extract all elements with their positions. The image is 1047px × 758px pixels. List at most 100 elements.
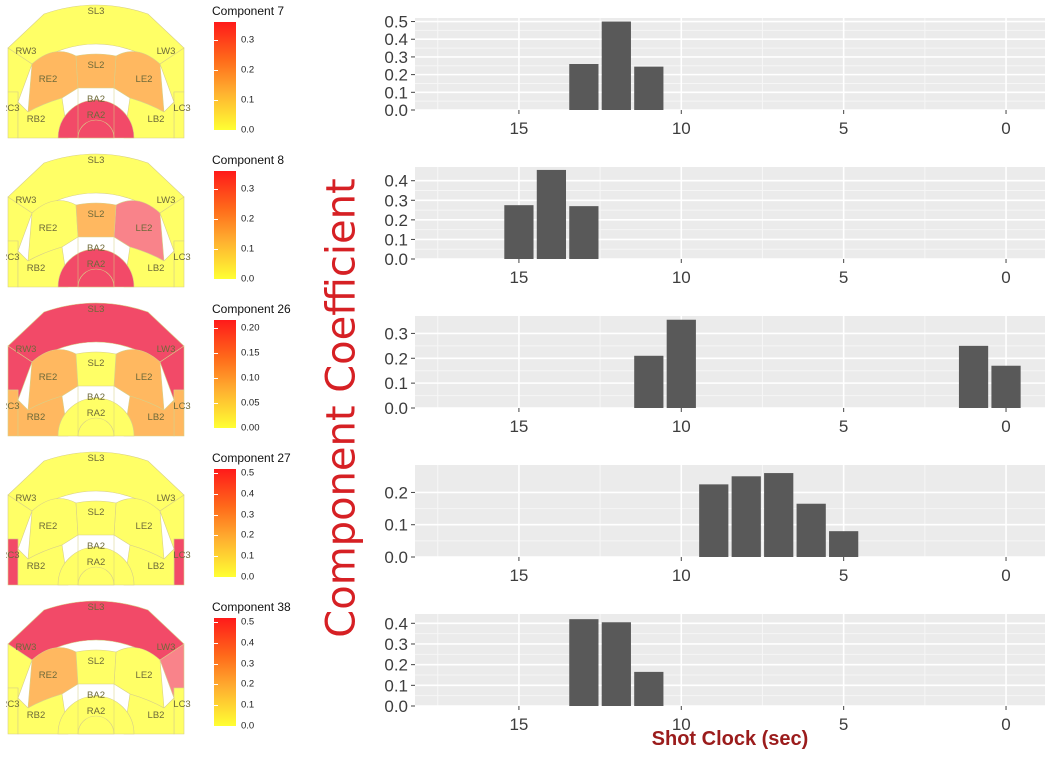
legend-tick-label: 0.2 — [241, 678, 255, 690]
plot-background — [415, 316, 1045, 408]
legend-tick-label: 0.15 — [241, 347, 260, 359]
y-tick-label: 0.2 — [384, 483, 408, 502]
legend-tick-label: 0.3 — [241, 183, 255, 195]
bar — [991, 365, 1021, 408]
court-zone-label: BA2 — [87, 94, 105, 105]
y-axis-title-wrap: Component Coefficient — [312, 173, 372, 643]
legend-title: Component 8 — [212, 153, 285, 167]
court-zone-label: SL3 — [88, 602, 105, 613]
bar — [569, 64, 599, 110]
plot-background — [415, 614, 1045, 706]
court-zone-label: RW3 — [16, 195, 37, 206]
bar — [601, 21, 631, 111]
panel-row: SL3 RW3 LW3 SL2 RE2 LE2 BA2 RA2 RC3 RB2 LB2 LC3 Comp… — [0, 153, 1047, 303]
x-tick-label: 15 — [509, 715, 528, 734]
legend-tick-mark — [214, 577, 218, 578]
court-zone-label: RA2 — [87, 259, 105, 270]
legend-tick-mark — [214, 642, 218, 644]
court-zone-rc3 — [7, 389, 19, 437]
court-zone-ba2 — [57, 248, 135, 288]
legend-tick-mark — [214, 514, 218, 516]
legend-gradient — [214, 171, 236, 279]
legend-tick-mark — [214, 377, 218, 379]
court-zone-label: BA2 — [87, 690, 105, 701]
court-zone-ba2 — [57, 546, 135, 586]
y-tick-label: 0.1 — [384, 374, 408, 393]
court-heatmap: SL3 RW3 LW3 SL2 RE2 LE2 BA2 RA2 RC3 RB2 LB2 LC3 — [6, 600, 191, 735]
legend-tick-mark — [214, 70, 218, 71]
y-tick-label: 0.1 — [384, 676, 408, 695]
x-tick-label: 5 — [839, 715, 848, 734]
y-tick-label: 0.2 — [384, 656, 408, 675]
y-tick-label: 0.1 — [384, 516, 408, 535]
y-tick-label: 0.2 — [384, 66, 408, 85]
legend-tick-mark — [214, 279, 218, 280]
legend-tick-mark — [214, 219, 218, 220]
legend-tick-label: 0.3 — [241, 658, 255, 670]
legend-tick-mark — [214, 705, 218, 707]
court-zone-label: SL3 — [88, 453, 105, 464]
court-zone-rc3 — [7, 91, 19, 139]
legend-tick-mark — [214, 100, 218, 101]
court-zone-label: BA2 — [87, 392, 105, 403]
court-zone-label: RW3 — [16, 642, 37, 653]
court-zone-label: BA2 — [87, 541, 105, 552]
court-zone-ba2 — [57, 695, 135, 735]
court-zone-label: RE2 — [39, 372, 57, 383]
court-zone-label: SL2 — [88, 507, 105, 518]
court-zone-label: LW3 — [157, 344, 176, 355]
x-tick-label: 15 — [509, 268, 528, 287]
x-tick-label: 0 — [1001, 566, 1010, 585]
court-zone-rc3 — [7, 538, 19, 586]
court-heatmap: SL3 RW3 LW3 SL2 RE2 LE2 BA2 RA2 RC3 RB2 LB2 LC3 — [6, 4, 191, 139]
court-zone-rc3 — [7, 240, 19, 288]
y-tick-label: 0.0 — [384, 697, 408, 716]
bar — [634, 671, 664, 706]
bar — [829, 531, 859, 557]
y-tick-label: 0.3 — [384, 324, 408, 343]
court-zone-ra2 — [77, 268, 115, 288]
plot-background — [415, 18, 1045, 110]
x-tick-label: 10 — [672, 566, 691, 585]
court-zone-ba2 — [57, 99, 135, 139]
color-legend: Component 8 0.0 0.1 0.2 0.3 — [206, 153, 326, 293]
court-zone-label: LE2 — [136, 521, 153, 532]
y-tick-label: 0.4 — [384, 614, 408, 633]
legend-tick-label: 0.0 — [241, 720, 255, 732]
court-lines — [77, 237, 115, 287]
court-zone-lc3 — [173, 91, 185, 139]
color-legend: Component 26 0.00 0.05 0.10 0.15 0.20 — [206, 302, 326, 442]
legend-tick-label: 0.0 — [241, 124, 255, 136]
legend-tick-label: 0.2 — [241, 213, 255, 225]
court-zone-label: LC3 — [173, 252, 190, 263]
bar — [569, 619, 599, 706]
court-lines — [77, 535, 115, 585]
panel-row: SL3 RW3 LW3 SL2 RE2 LE2 BA2 RA2 RC3 RB2 LB2 LC3 Comp… — [0, 451, 1047, 601]
legend-gradient — [214, 320, 236, 428]
legend-tick-label: 0.1 — [241, 699, 255, 711]
legend-gradient — [214, 469, 236, 577]
court-zone-label: LW3 — [157, 195, 176, 206]
bar-chart-panel: 0.00.10.20.30.415 10 5 0 — [384, 167, 1045, 287]
bar — [601, 622, 631, 706]
y-tick-label: 0.4 — [384, 172, 408, 191]
legend-tick-label: 0.1 — [241, 550, 255, 562]
bar-chart-panel: 0.00.10.20.30.415 10 5 0 — [384, 614, 1045, 734]
court-zone-label: RA2 — [87, 110, 105, 121]
y-tick-label: 0.0 — [384, 250, 408, 269]
bar — [796, 503, 826, 557]
court-zone-label: SL2 — [88, 358, 105, 369]
legend-tick-mark — [214, 473, 218, 475]
court-zone-label: RE2 — [39, 521, 57, 532]
bar — [634, 66, 664, 110]
court-zone-ra2 — [77, 566, 115, 586]
bar-chart-panel: 0.00.10.20.30.40.5 15 10 5 0 — [384, 13, 1045, 138]
legend-tick-mark — [214, 189, 218, 190]
x-axis-title: Shot Clock (sec) — [651, 728, 809, 750]
court-zone-label: LB2 — [148, 561, 165, 572]
y-tick-label: 0.4 — [384, 30, 408, 49]
court-zone-label: RW3 — [16, 46, 37, 57]
court-zone-lc3 — [173, 240, 185, 288]
y-axis-title: Component Coefficient — [319, 178, 365, 638]
court-lines — [77, 684, 115, 734]
